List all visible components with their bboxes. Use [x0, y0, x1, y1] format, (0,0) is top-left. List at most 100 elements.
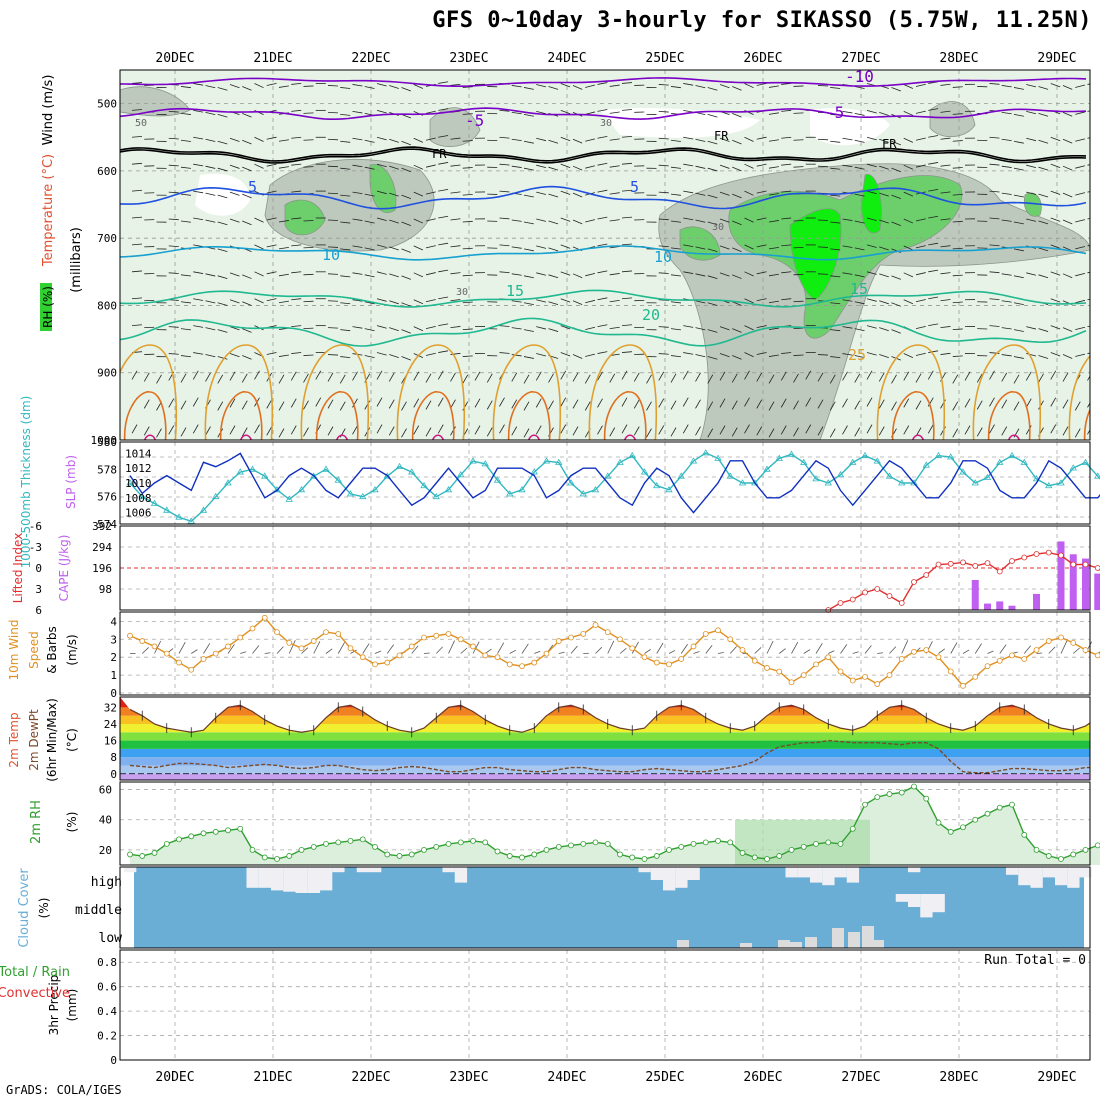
wind-barb	[781, 217, 792, 220]
wind-barb	[1062, 273, 1073, 279]
wind-barb	[891, 329, 901, 334]
wind-barb	[682, 397, 689, 407]
pressure-tick: 500	[97, 98, 117, 111]
wind-barb	[291, 271, 302, 274]
wind-barb	[217, 302, 228, 306]
wind-speed-point	[176, 659, 182, 666]
wind-barb	[683, 217, 694, 221]
isotherm-25	[396, 344, 466, 440]
wind-barb	[450, 137, 461, 140]
cloud-high-bar	[822, 867, 835, 886]
rh2m-point	[237, 825, 244, 832]
wind-barb	[1075, 273, 1086, 277]
wind-speed-point	[776, 668, 783, 675]
wind-barb	[854, 328, 865, 332]
wind-barb	[768, 139, 779, 142]
cloud-high-bar	[295, 867, 308, 893]
wind-barb	[768, 327, 779, 331]
wind-speed-point	[543, 650, 550, 657]
wind-barb	[340, 275, 351, 278]
wind-barb	[523, 275, 534, 279]
temp-tick: 32	[104, 701, 117, 714]
wind-barb	[462, 86, 473, 88]
cloud-high-bar	[442, 867, 455, 873]
wind-barb	[401, 428, 407, 438]
wind-barb	[695, 327, 706, 331]
rh2m-point	[519, 854, 525, 861]
wind-barb	[548, 247, 559, 252]
rh2m-point	[482, 839, 489, 846]
temp2m-label-2: 2m DewPt	[27, 709, 41, 771]
rh2m-tick: 40	[99, 814, 112, 827]
cape-bar	[1057, 541, 1065, 610]
wind-barb	[597, 216, 608, 220]
wind-barb	[585, 165, 596, 169]
wind-barb	[438, 242, 449, 246]
wind-barb	[683, 136, 694, 140]
wind-barb	[401, 87, 411, 92]
wind-barb	[891, 302, 901, 307]
wind-barb	[793, 327, 804, 330]
wind-barb	[940, 272, 951, 275]
wind-barb	[780, 371, 787, 381]
cloud-low-bar	[790, 942, 802, 948]
temp-tick: 24	[104, 718, 118, 731]
wind-barb	[572, 300, 583, 306]
rh2m-point	[800, 843, 807, 850]
cloud-middle-bar	[920, 894, 933, 918]
rh2m-point	[641, 856, 648, 862]
slp-axis-label: SLP (mb)	[64, 455, 78, 509]
wind-barb	[817, 246, 829, 248]
wind-speed-point	[898, 656, 905, 662]
rh2m-point	[727, 839, 734, 846]
wind-barb	[217, 194, 228, 199]
wind-barb	[548, 86, 559, 90]
wind-barb	[462, 247, 473, 250]
wind-barb	[499, 271, 510, 274]
wind-barb	[878, 399, 885, 409]
wind-barb	[719, 137, 730, 142]
thickness-point	[751, 479, 759, 486]
wind-barb	[719, 353, 730, 358]
wind-barb	[193, 190, 204, 194]
slp-tick: 1006	[125, 507, 152, 520]
wind-barb	[536, 353, 547, 357]
wind-barb-10m	[803, 649, 811, 654]
wind-barb	[658, 218, 669, 221]
wind-speed-point	[825, 654, 832, 661]
wind-barb	[878, 372, 885, 382]
wind-barb-10m	[595, 646, 603, 654]
wind-barb	[131, 270, 142, 273]
thickness-point	[518, 486, 526, 493]
wind-barb	[1038, 112, 1049, 117]
wind-barb	[511, 300, 522, 303]
slp-tick: 1008	[125, 492, 152, 505]
wind-barb	[621, 162, 632, 165]
wind-barb	[817, 399, 824, 409]
wind-barb	[168, 272, 179, 274]
rh2m-point	[323, 840, 329, 847]
wind10-label-3: & Barbs	[45, 626, 59, 674]
thickness-point	[885, 472, 894, 479]
wind-barb	[1074, 401, 1081, 411]
wind-barb	[131, 162, 142, 165]
wind-barb	[756, 190, 767, 194]
wind-barb	[1026, 164, 1037, 168]
wind-barb	[131, 324, 142, 327]
wind-barb	[756, 352, 767, 355]
wind-speed-point	[629, 645, 636, 652]
isotherm-30	[603, 391, 647, 440]
wind-barb	[143, 426, 150, 436]
wind-barb	[989, 397, 995, 407]
lifted-index-point	[837, 600, 844, 606]
wind-barb	[854, 247, 865, 251]
wind-barb	[854, 400, 861, 410]
wind-barb	[205, 372, 211, 382]
wind-barb-10m	[1023, 645, 1031, 654]
wind-barb	[584, 401, 591, 411]
wind-barb	[242, 86, 252, 91]
wind-barb	[866, 370, 873, 380]
wind-speed-point	[457, 636, 464, 643]
wind-barb	[389, 246, 399, 251]
wind-barb-10m	[999, 644, 1007, 654]
